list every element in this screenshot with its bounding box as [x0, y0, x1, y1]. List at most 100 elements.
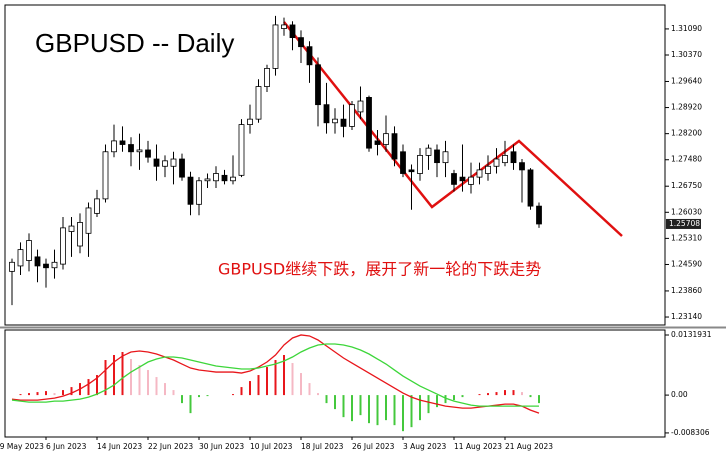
candle-body	[128, 144, 134, 153]
candle-body	[281, 24, 287, 29]
histogram-bar	[419, 395, 421, 421]
candle-body	[510, 151, 517, 164]
candle-body	[306, 46, 313, 66]
histogram-bar	[308, 383, 311, 396]
candle-body	[85, 207, 92, 234]
histogram-bar	[104, 360, 107, 396]
histogram-bar	[376, 395, 379, 426]
chart-title: GBPUSD -- Daily	[35, 28, 234, 58]
x-tick-label: 11 Aug 2023	[454, 442, 502, 451]
histogram-bar	[495, 392, 498, 396]
histogram-bar	[444, 395, 447, 404]
candle-body	[238, 124, 245, 176]
histogram-bar	[300, 373, 302, 396]
histogram-bar	[96, 375, 98, 396]
candle-body	[51, 261, 58, 269]
histogram-bar	[70, 387, 73, 396]
candle-body	[136, 149, 143, 153]
y-tick-label: -0.008306	[671, 428, 710, 437]
histogram-bar	[45, 391, 47, 396]
candle-body	[9, 261, 15, 272]
candle-body	[459, 176, 466, 182]
y-tick-label: 1.26030	[671, 207, 702, 216]
x-tick-label: 29 May 2023	[0, 442, 44, 451]
candle-body	[102, 151, 109, 200]
candle-body	[77, 222, 83, 247]
histogram-bar	[155, 377, 158, 396]
x-tick-label: 3 Aug 2023	[403, 442, 446, 451]
histogram-bar	[130, 359, 132, 396]
candle-body	[374, 140, 381, 145]
y-tick-label: 1.28200	[671, 129, 702, 138]
candle-body	[451, 173, 457, 185]
y-tick-label: 1.23140	[671, 312, 702, 321]
histogram-bar	[478, 394, 481, 396]
histogram-bar	[461, 395, 464, 398]
histogram-bar	[53, 393, 56, 396]
candle-body	[493, 158, 500, 167]
candle-body	[527, 169, 534, 207]
y-tick-label: 1.30370	[671, 50, 702, 59]
histogram-bar	[385, 395, 387, 421]
x-tick-label: 21 Aug 2023	[505, 442, 553, 451]
histogram-bar	[504, 390, 506, 396]
histogram-bar	[257, 375, 260, 396]
histogram-bar	[317, 393, 319, 396]
histogram-bar	[342, 395, 345, 418]
candle-body	[298, 37, 304, 48]
histogram-bar	[529, 395, 532, 398]
trend-line	[283, 21, 623, 237]
macd-pane-frame	[4, 329, 666, 438]
macd-line	[11, 343, 539, 407]
y-tick-label: 1.31090	[671, 24, 702, 33]
y-tick-label: 1.24590	[671, 259, 702, 268]
histogram-bar	[19, 394, 22, 396]
histogram-bar	[62, 390, 64, 396]
histogram-bar	[512, 390, 515, 396]
candle-body	[119, 140, 126, 145]
histogram-bar	[198, 395, 200, 398]
x-tick-label: 30 Jun 2023	[199, 442, 244, 451]
histogram-bar	[393, 395, 396, 426]
candle-body	[153, 158, 160, 167]
last-price-label: 1.25708	[669, 219, 700, 228]
candle-body	[468, 176, 474, 185]
candle-body	[408, 169, 415, 173]
histogram-bar	[402, 395, 404, 432]
candle-body	[383, 133, 389, 145]
histogram-bar	[121, 352, 124, 396]
candle-body	[162, 160, 168, 167]
candle-body	[43, 263, 49, 269]
x-tick-label: 26 Jul 2023	[352, 442, 395, 451]
histogram-bar	[232, 394, 234, 396]
x-tick-label: 6 Jun 2023	[46, 442, 87, 451]
annotation: GBPUSD继续下跌，展开了新一轮的下跌走势	[218, 260, 541, 279]
histogram-bar	[521, 392, 523, 396]
candle-body	[425, 147, 432, 156]
candle-body	[391, 133, 398, 160]
histogram-bar	[291, 363, 294, 396]
candle-body	[519, 162, 525, 171]
candle-body	[442, 151, 449, 164]
candle-body	[340, 118, 347, 127]
candle-body	[272, 24, 279, 69]
histogram-bar	[138, 365, 141, 396]
candle-body	[94, 198, 100, 214]
y-tick-label: 1.29640	[671, 76, 702, 85]
candle-body	[34, 256, 41, 267]
candle-body	[60, 227, 66, 265]
candle-body	[179, 158, 185, 178]
candle-body	[145, 149, 151, 158]
candle-body	[26, 240, 32, 261]
histogram-bar	[368, 395, 370, 424]
histogram-bar	[274, 360, 277, 396]
candle-body	[323, 104, 330, 124]
y-tick-label: 0.0131931	[671, 330, 712, 339]
histogram-bar	[325, 395, 328, 404]
candle-body	[289, 24, 296, 39]
y-tick-label: 1.28920	[671, 103, 702, 112]
candle-body	[111, 140, 117, 153]
y-tick-label: 1.26750	[671, 181, 702, 190]
histogram-bar	[436, 395, 438, 408]
